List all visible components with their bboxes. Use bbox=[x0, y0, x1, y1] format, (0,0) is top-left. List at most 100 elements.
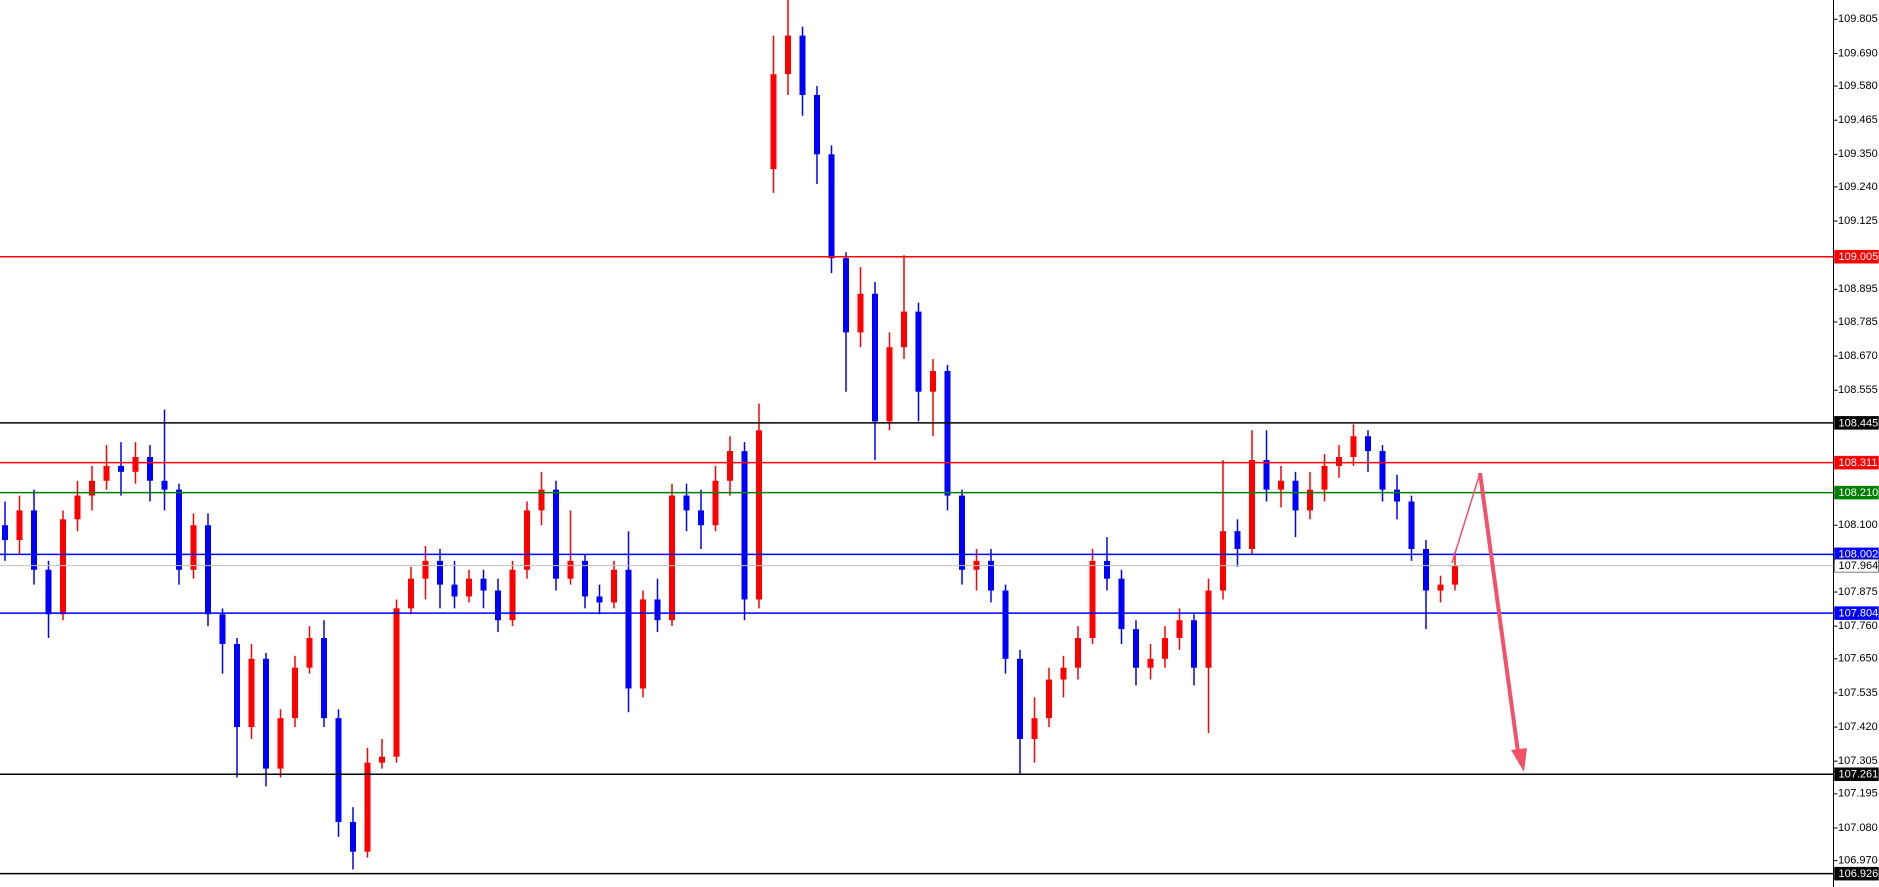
candle-body bbox=[205, 525, 211, 615]
y-tick-label: 108.895 bbox=[1838, 283, 1878, 295]
candle-body bbox=[495, 590, 501, 621]
candle-body bbox=[1075, 638, 1081, 668]
candle-body bbox=[1191, 620, 1197, 668]
candle-body bbox=[1408, 501, 1415, 549]
candle-body bbox=[60, 519, 66, 615]
candle-body bbox=[480, 578, 487, 591]
candle-body bbox=[103, 465, 110, 481]
candle-body bbox=[1234, 531, 1241, 549]
y-tick-label: 109.805 bbox=[1838, 13, 1878, 25]
level-label: 107.261 bbox=[1839, 769, 1879, 781]
level-label: 109.005 bbox=[1839, 251, 1879, 263]
candle-body bbox=[901, 311, 907, 348]
candle-body bbox=[625, 569, 632, 689]
candle-body bbox=[89, 480, 95, 496]
candle-body bbox=[872, 293, 878, 422]
candle-body bbox=[1133, 629, 1139, 668]
candle-body bbox=[988, 560, 994, 591]
candle-body bbox=[277, 718, 284, 769]
candle-body bbox=[1423, 548, 1429, 591]
candle-body bbox=[1292, 480, 1299, 511]
y-tick-label: 107.420 bbox=[1838, 721, 1878, 733]
candle-body bbox=[1046, 679, 1052, 719]
candle-body bbox=[1031, 718, 1038, 739]
candle-body bbox=[944, 370, 951, 496]
y-tick-label: 107.195 bbox=[1838, 788, 1878, 800]
candle-body bbox=[466, 578, 472, 597]
y-tick-label: 109.350 bbox=[1838, 148, 1878, 160]
candle-body bbox=[292, 667, 298, 719]
candle-body bbox=[640, 599, 646, 689]
candle-body bbox=[118, 465, 124, 472]
candle-body bbox=[915, 311, 922, 392]
y-tick-label: 107.535 bbox=[1838, 687, 1878, 699]
forecast-down-leg bbox=[1478, 472, 1520, 753]
candle-body bbox=[1147, 658, 1154, 668]
candle-body bbox=[1350, 436, 1357, 458]
level-label: 108.210 bbox=[1839, 487, 1879, 499]
candle-body bbox=[16, 510, 23, 541]
candle-body bbox=[596, 596, 603, 603]
candle-body bbox=[74, 495, 81, 520]
candle-body bbox=[1162, 638, 1168, 659]
candle-body bbox=[1437, 584, 1444, 591]
candle-body bbox=[698, 510, 704, 526]
candle-body bbox=[1176, 620, 1183, 639]
candle-body bbox=[335, 718, 342, 823]
candle-body bbox=[248, 658, 255, 728]
candle-body bbox=[1263, 459, 1270, 490]
candle-body bbox=[1205, 590, 1212, 668]
candle-body bbox=[408, 578, 414, 609]
candle-body bbox=[524, 510, 530, 570]
candle-body bbox=[451, 584, 458, 597]
candle-body bbox=[1089, 560, 1096, 639]
candle-body bbox=[422, 560, 429, 579]
candle-body bbox=[1118, 578, 1125, 630]
candle-body bbox=[31, 510, 37, 570]
candle-body bbox=[857, 293, 864, 333]
candle-body bbox=[306, 638, 313, 668]
candle-body bbox=[132, 457, 139, 472]
forecast-arrowhead bbox=[1511, 748, 1527, 772]
y-tick-label: 109.690 bbox=[1838, 47, 1878, 59]
candle-body bbox=[1321, 465, 1328, 490]
candle-body bbox=[756, 430, 762, 600]
y-tick-label: 107.305 bbox=[1838, 755, 1878, 767]
candle-body bbox=[379, 756, 385, 763]
candle-body bbox=[1394, 489, 1400, 502]
candle-body bbox=[364, 762, 371, 852]
y-tick-label: 108.785 bbox=[1838, 316, 1878, 328]
candle-body bbox=[814, 94, 820, 155]
candle-body bbox=[799, 35, 806, 95]
candle-body bbox=[553, 489, 559, 579]
candle-body bbox=[321, 638, 327, 719]
candle-body bbox=[437, 560, 443, 585]
candle-body bbox=[582, 560, 588, 597]
candle-body bbox=[1104, 560, 1110, 579]
y-tick-label: 107.080 bbox=[1838, 822, 1878, 834]
level-label: 107.964 bbox=[1839, 560, 1879, 572]
candle-body bbox=[611, 569, 617, 603]
level-label: 108.445 bbox=[1839, 417, 1879, 429]
candle-body bbox=[190, 525, 197, 570]
candle-body bbox=[1220, 531, 1226, 591]
candle-body bbox=[1060, 667, 1067, 680]
candle-body bbox=[509, 569, 516, 621]
candle-body bbox=[161, 480, 168, 490]
candle-body bbox=[567, 560, 574, 579]
candle-body bbox=[176, 489, 182, 570]
price-axis: 109.805 109.690 109.580 109.465 109.350 109.2… bbox=[1833, 13, 1879, 881]
y-tick-label: 109.240 bbox=[1838, 181, 1878, 193]
candle-body bbox=[1452, 565, 1458, 585]
candle-body bbox=[147, 457, 153, 481]
y-tick-label: 107.875 bbox=[1838, 586, 1878, 598]
y-tick-label: 109.125 bbox=[1838, 215, 1878, 227]
level-label: 108.002 bbox=[1839, 549, 1879, 561]
y-tick-label: 109.465 bbox=[1838, 114, 1878, 126]
candle-body bbox=[1365, 436, 1371, 452]
candle-body bbox=[785, 35, 791, 75]
candle-body bbox=[712, 480, 719, 526]
candle-body bbox=[1379, 451, 1386, 490]
candle-body bbox=[930, 370, 936, 392]
